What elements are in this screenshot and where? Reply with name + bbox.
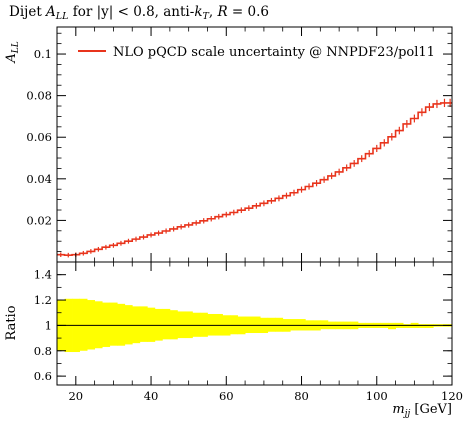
ratio-band-bin [207,313,216,336]
ratio-band-bin [94,301,103,349]
ratio-band-bin [252,316,261,334]
main-plot-frame [56,26,453,263]
ratio-ylabel: Ratio [4,305,19,340]
ratio-band-bin [184,311,193,339]
x-tick-label: 100 [366,389,388,403]
ratio-y-tick-label: 0.6 [34,369,52,383]
y-tick-label: 0.06 [26,130,52,144]
x-tick-label: 60 [219,389,234,403]
ratio-band-bin [139,306,148,342]
legend: NLO pQCD scale uncertainty @ NNPDF23/pol… [78,45,435,60]
ratio-y-tick-label: 1.2 [34,293,52,307]
xlabel: mjj [GeV] [392,402,452,419]
ratio-band-bin [245,316,254,334]
ratio-band-bin [147,307,156,342]
ratio-axis-ticks: 0.6 0.8 1 1.2 1.4 20 40 60 80 100 120 [34,262,463,403]
ratio-band-bin [290,319,299,331]
ratio-band-bin [388,322,396,330]
ratio-band-bin [102,302,111,347]
ratio-band-bin [230,315,238,335]
top-ylabel: ALL [4,41,21,63]
legend-label: NLO pQCD scale uncertainty @ NNPDF23/pol… [113,45,435,60]
y-tick-label: 0.02 [26,213,52,227]
ratio-band-bin [154,308,163,341]
ratio-band-bin [297,319,306,331]
ratio-y-tick-label: 1.4 [34,268,52,282]
ratio-band-bin [124,305,133,345]
ratio-band-bin [87,300,96,350]
ratio-band-bin [132,306,141,344]
main-plot-panel: 0.02 0.04 0.06 0.08 0.1 NLO pQCD scale uncer… [26,26,453,263]
ratio-band-bin [162,308,171,340]
x-tick-label: 40 [144,389,159,403]
ratio-band-bin [267,317,276,332]
x-tick-label: 120 [441,389,463,403]
y-tick-label: 0.08 [26,89,52,103]
ratio-y-tick-label: 0.8 [34,344,52,358]
ratio-band-bin [79,298,88,351]
ratio-band-bin [215,313,223,336]
main-axis-ticks: 0.02 0.04 0.06 0.08 0.1 [26,27,453,262]
ratio-band-bin [199,312,208,337]
ratio-band-bin [275,317,284,332]
x-tick-label: 80 [294,389,309,403]
main-series-marks [57,98,452,258]
ratio-band-bin [169,310,178,340]
ratio-band-bin [403,324,412,328]
ratio-band-bin [177,311,186,339]
ratio-y-tick-label: 1 [45,318,52,332]
ratio-band-bin [320,320,329,330]
ratio-plot-panel: 0.6 0.8 1 1.2 1.4 20 40 60 80 100 120 [34,261,463,403]
series-line [57,102,452,256]
ratio-band-bin [117,303,126,346]
x-tick-label: 20 [68,389,83,403]
y-tick-label: 0.1 [34,47,52,61]
ratio-plot-frame [56,261,453,386]
ratio-band-bin [425,324,434,328]
chart-title: Dijet ALL for |y| < 0.8, anti-kT, R = 0.… [9,4,269,22]
ratio-band-bin [109,302,118,346]
y-tick-label: 0.04 [26,172,52,186]
ratio-band-bin [192,312,201,337]
ratio-band-bin [418,324,427,328]
